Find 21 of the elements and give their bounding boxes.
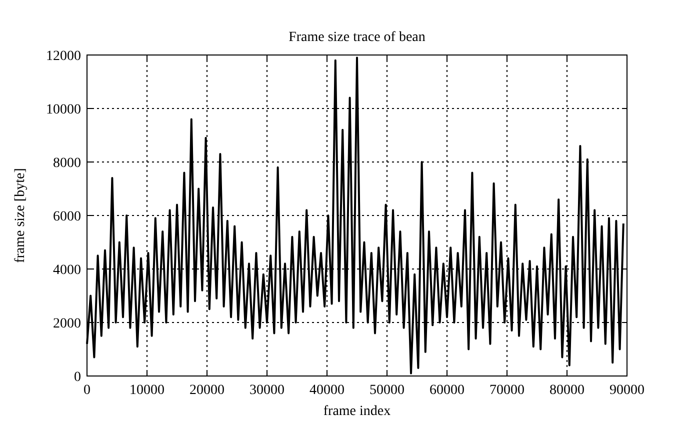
x-tick-label: 0 — [84, 383, 90, 398]
y-tick-label: 0 — [74, 370, 81, 385]
y-tick-label: 2000 — [53, 316, 81, 332]
x-tick-label: 40000 — [310, 383, 344, 398]
chart-title: Frame size trace of bean — [288, 30, 426, 45]
x-tick-label: 20000 — [190, 383, 224, 398]
y-tick-label: 8000 — [53, 156, 81, 171]
x-tick-label: 30000 — [250, 383, 284, 398]
x-axis-title: frame index — [323, 404, 391, 419]
x-tick-label: 70000 — [490, 383, 524, 398]
y-tick-label: 12000 — [46, 49, 81, 64]
y-tick-label: 4000 — [53, 263, 81, 278]
y-axis-title: frame size [byte] — [13, 168, 28, 263]
y-tick-label: 10000 — [46, 102, 81, 118]
line-series — [86, 56, 624, 374]
x-tick-label: 10000 — [130, 383, 164, 398]
x-tick-label: 90000 — [610, 383, 644, 398]
y-tick-label: 6000 — [53, 210, 81, 224]
x-tick-label: 80000 — [550, 383, 584, 398]
x-tick-label: 60000 — [430, 383, 464, 398]
x-tick-label: 50000 — [370, 383, 404, 398]
